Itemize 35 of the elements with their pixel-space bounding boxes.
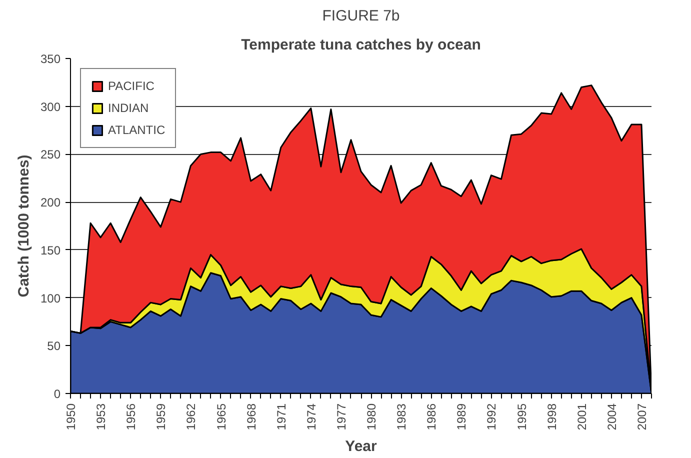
x-tick-label: 2001 bbox=[574, 403, 589, 430]
x-tick-label: 1971 bbox=[274, 403, 288, 430]
y-tick-label: 100 bbox=[40, 291, 61, 306]
y-tick-label: 0 bbox=[54, 387, 61, 401]
y-tick-label: 50 bbox=[47, 339, 61, 354]
y-tick-label: 250 bbox=[40, 148, 61, 162]
legend-label: ATLANTIC bbox=[108, 123, 166, 137]
chart-subtitle: Temperate tuna catches by ocean bbox=[241, 36, 481, 54]
x-tick-label: 1983 bbox=[394, 403, 409, 430]
chart-title: FIGURE 7b bbox=[322, 8, 400, 24]
x-axis-title: Year bbox=[345, 438, 378, 456]
x-tick-label: 1962 bbox=[184, 403, 198, 430]
x-tick-label: 2004 bbox=[604, 403, 619, 430]
x-tick-label: 1953 bbox=[94, 403, 108, 430]
y-tick-label: 200 bbox=[40, 196, 61, 210]
x-tick-label: 1956 bbox=[124, 403, 138, 430]
x-tick-label: 1977 bbox=[334, 403, 348, 430]
legend-label: INDIAN bbox=[108, 101, 149, 115]
x-tick-label: 1992 bbox=[484, 403, 499, 430]
y-tick-label: 300 bbox=[40, 100, 61, 114]
y-axis-title: Catch (1000 tonnes) bbox=[15, 154, 32, 298]
y-tick-label: 150 bbox=[40, 243, 61, 258]
x-tick-label: 1998 bbox=[544, 403, 559, 430]
x-tick-label: 1995 bbox=[514, 403, 529, 430]
x-tick-label: 1980 bbox=[364, 403, 379, 430]
x-tick-label: 2007 bbox=[634, 403, 649, 430]
x-tick-label: 1959 bbox=[154, 403, 168, 430]
x-tick-label: 1968 bbox=[244, 403, 258, 430]
x-tick-label: 1989 bbox=[454, 403, 469, 430]
y-tick-label: 350 bbox=[40, 52, 61, 66]
x-tick-label: 1965 bbox=[214, 403, 228, 430]
x-tick-label: 1950 bbox=[64, 403, 78, 430]
legend-label: PACIFIC bbox=[108, 79, 154, 93]
x-tick-label: 1974 bbox=[304, 403, 318, 430]
x-tick-label: 1986 bbox=[424, 403, 439, 430]
